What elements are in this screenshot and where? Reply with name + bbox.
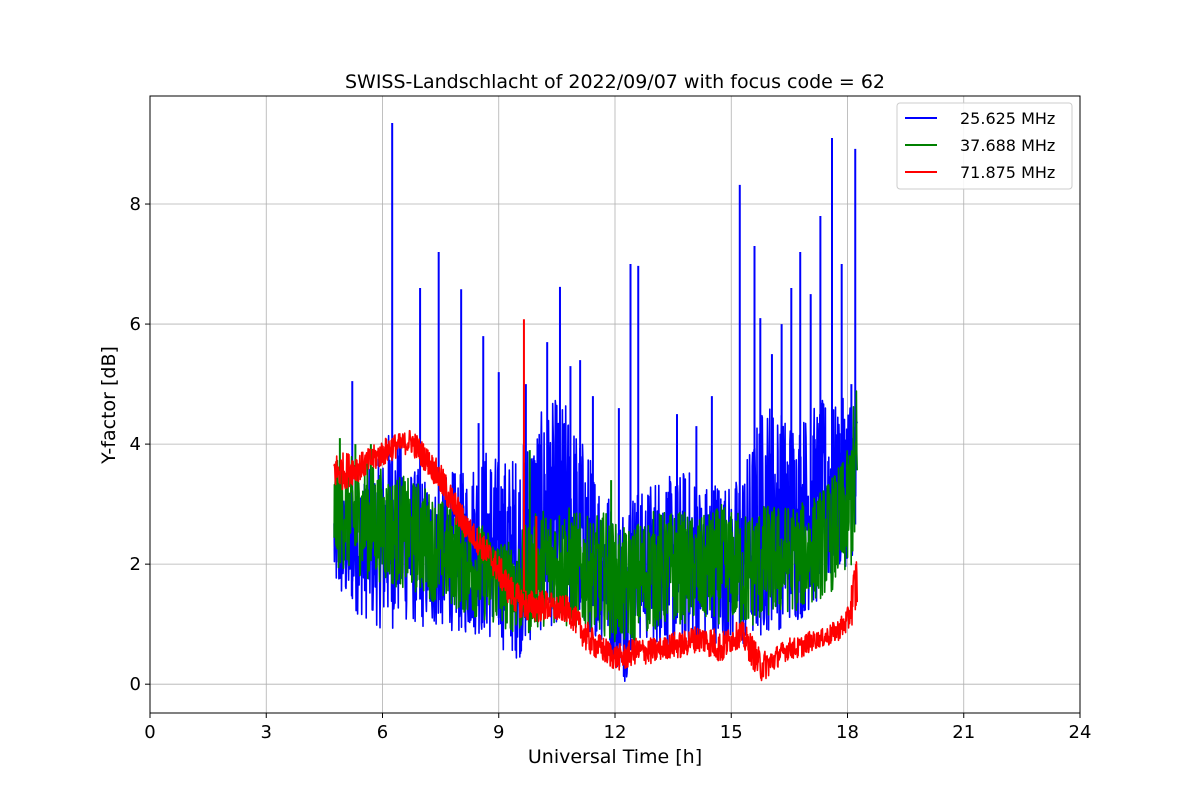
legend: 25.625 MHz 37.688 MHz 71.875 MHz	[896, 102, 1073, 190]
grid	[149, 96, 1081, 713]
x-tick-label: 15	[720, 722, 743, 743]
chart-title: SWISS-Landschlacht of 2022/09/07 with fo…	[345, 71, 885, 93]
x-tick-label: 24	[1069, 722, 1092, 743]
series-2-line	[333, 390, 858, 643]
y-tick-label: 0	[130, 674, 141, 695]
series-3-trace	[333, 429, 858, 682]
x-tick-label: 12	[604, 722, 627, 743]
x-axis-label: Universal Time [h]	[528, 746, 702, 768]
y-tick-label: 6	[130, 314, 141, 335]
y-tick-label: 4	[130, 434, 141, 455]
legend-box	[896, 102, 1073, 190]
x-tick-label: 6	[377, 722, 388, 743]
y-tick-label: 8	[130, 194, 141, 215]
y-axis-label: Y-factor [dB]	[98, 346, 120, 465]
x-tick-label: 18	[836, 722, 859, 743]
x-tick-label: 21	[952, 722, 975, 743]
series-layer	[333, 123, 858, 682]
legend-label-series-1: 25.625 MHz	[960, 109, 1055, 128]
x-tick-label: 0	[144, 722, 155, 743]
legend-label-series-2: 37.688 MHz	[960, 136, 1055, 155]
series-2-trace	[333, 390, 858, 643]
x-tick-label: 3	[261, 722, 272, 743]
x-tick-label: 9	[493, 722, 504, 743]
legend-label-series-3: 71.875 MHz	[960, 163, 1055, 182]
series-3-line	[333, 319, 858, 682]
y-tick-label: 2	[130, 554, 141, 575]
